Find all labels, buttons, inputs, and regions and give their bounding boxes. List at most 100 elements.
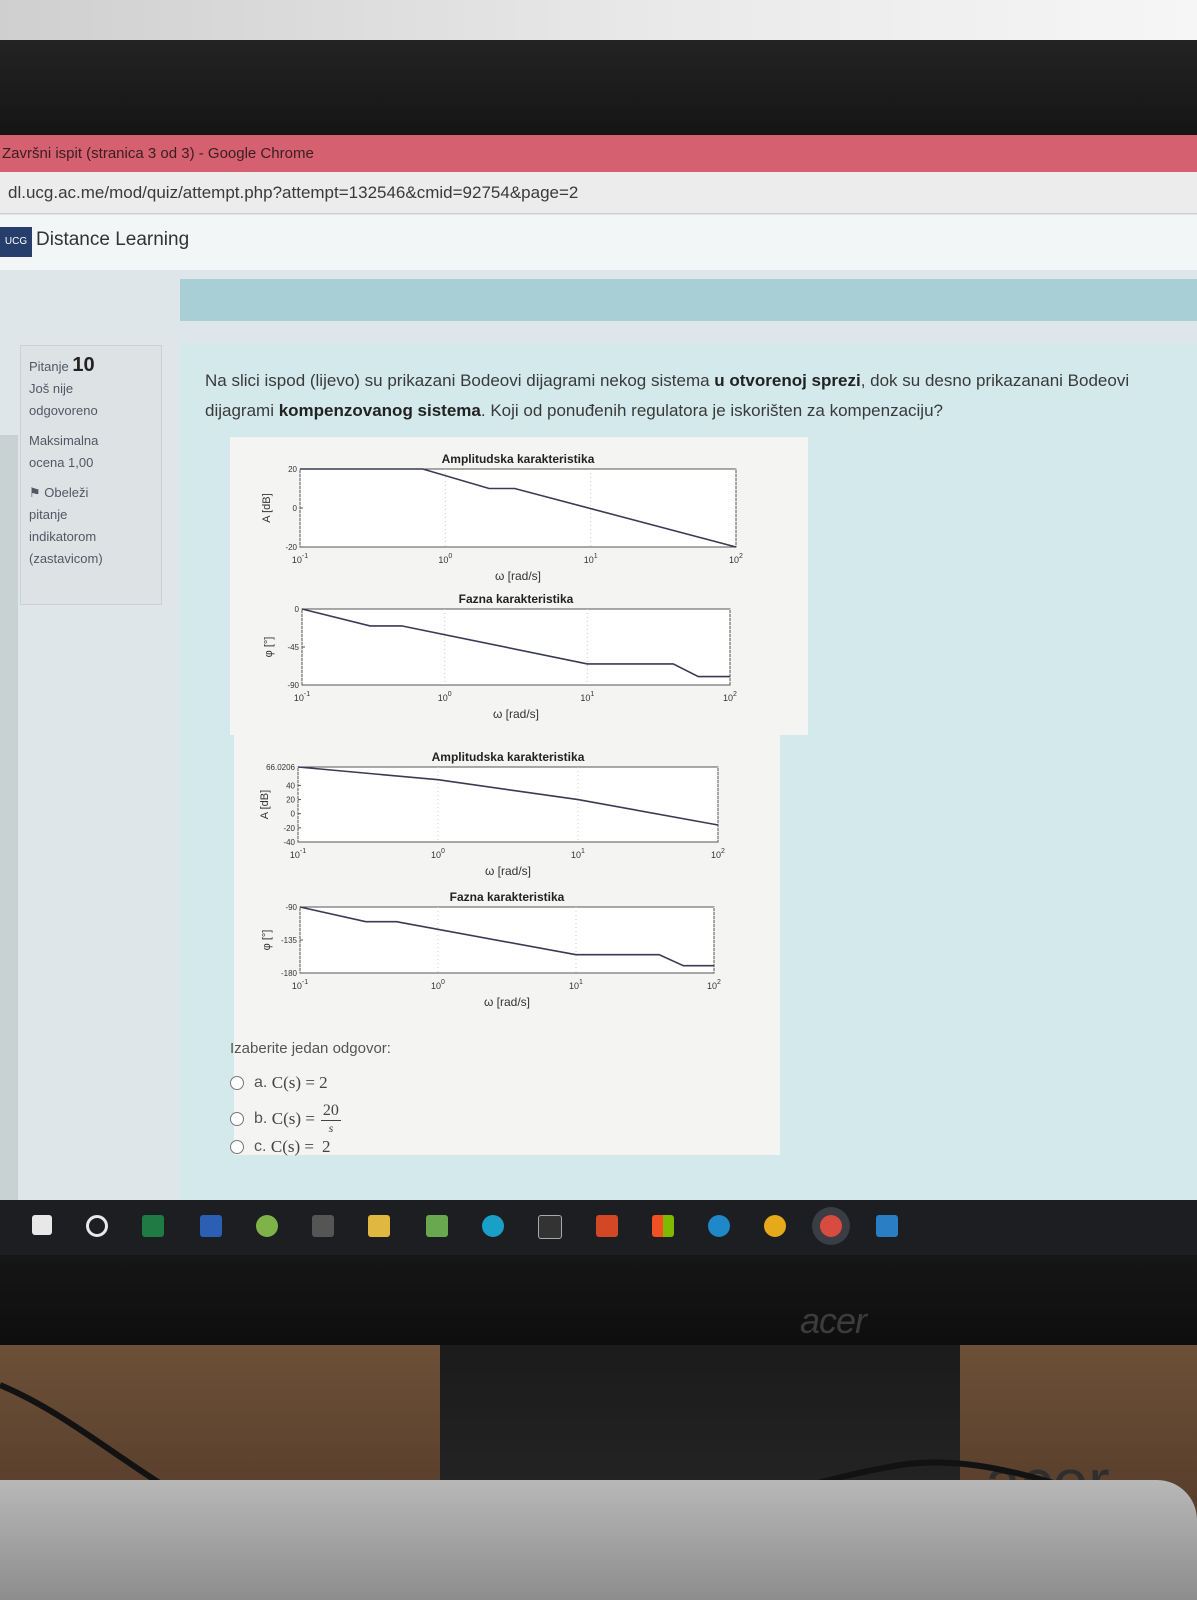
windows-start-icon[interactable] bbox=[32, 1215, 52, 1235]
powerpoint-icon[interactable] bbox=[596, 1215, 618, 1237]
excel-icon[interactable] bbox=[142, 1215, 164, 1237]
question-label: Pitanje bbox=[29, 359, 69, 374]
terminal-icon[interactable] bbox=[538, 1215, 562, 1239]
question-number: 10 bbox=[72, 354, 95, 376]
header-banner bbox=[180, 279, 1197, 321]
y-tick-label: -40 bbox=[283, 838, 295, 847]
plot-area-2 bbox=[301, 608, 731, 686]
x-tick-label: 10-1 bbox=[294, 691, 310, 703]
chrome-active-icon[interactable] bbox=[820, 1215, 842, 1237]
question-text: Na slici ispod (lijevo) su prikazani Bod… bbox=[205, 366, 1185, 426]
x-tick-label: 102 bbox=[729, 553, 743, 565]
answer-b-fraction: 20 s bbox=[320, 1102, 341, 1136]
answer-b-letter: b. bbox=[254, 1110, 268, 1127]
file-explorer-icon[interactable] bbox=[368, 1215, 390, 1237]
y-tick-label: 0 bbox=[295, 605, 300, 614]
grade-line-1: Maksimalna bbox=[29, 433, 99, 448]
question-text-part-2: , dok su desno prikazanani Bodeovi dijag… bbox=[205, 371, 1130, 420]
x-tick-label: 100 bbox=[438, 553, 452, 565]
app-icon-green[interactable] bbox=[256, 1215, 278, 1237]
app-icon-notepad[interactable] bbox=[426, 1215, 448, 1237]
flag-question-link[interactable]: ⚑ Obeleži bbox=[29, 485, 89, 500]
search-icon[interactable] bbox=[86, 1215, 108, 1237]
answer-c-radio[interactable] bbox=[230, 1140, 244, 1154]
y-tick-label: 40 bbox=[286, 781, 295, 790]
compensated-bode-image: Amplitudska karakteristika 10-1 100 101 102 -… bbox=[234, 735, 780, 1155]
windows-taskbar bbox=[0, 1200, 1197, 1255]
answer-prompt: Izaberite jedan odgovor: bbox=[230, 1040, 391, 1057]
answer-a-letter: a. bbox=[254, 1074, 268, 1091]
x-axis-label-4: ω [rad/s] bbox=[484, 995, 530, 1009]
y-tick-label: 0 bbox=[291, 810, 296, 819]
open-loop-bode-image: Amplitudska karakteristika 10-1 100 101 102 -… bbox=[230, 437, 808, 735]
x-tick-label: 10-1 bbox=[290, 848, 306, 860]
y-axis-label-3: A [dB] bbox=[259, 790, 271, 819]
y-tick-label: 20 bbox=[286, 796, 295, 805]
flag-icon: ⚑ bbox=[29, 485, 41, 500]
answer-option-c[interactable]: c. C(s) = 2 bbox=[230, 1137, 730, 1157]
question-text-part-1: Na slici ispod (lijevo) su prikazani Bod… bbox=[205, 371, 715, 390]
flag-line-4: (zastavicom) bbox=[29, 551, 103, 566]
y-axis-label-2: φ [°] bbox=[263, 637, 275, 658]
x-tick-label: 101 bbox=[584, 553, 598, 565]
x-tick-label: 101 bbox=[571, 848, 585, 860]
grade-line-2: ocena 1,00 bbox=[29, 455, 94, 470]
chart-title-4: Fazna karakteristika bbox=[450, 890, 565, 904]
x-tick-label: 102 bbox=[711, 848, 725, 860]
address-bar[interactable]: dl.ucg.ac.me/mod/quiz/attempt.php?attemp… bbox=[0, 172, 1197, 214]
answer-b-numerator: 20 bbox=[320, 1102, 341, 1121]
open-loop-bode-plots: Amplitudska karakteristika 10-1 100 101 102 -… bbox=[261, 452, 743, 721]
site-name[interactable]: Distance Learning bbox=[36, 229, 190, 250]
arduino-icon[interactable] bbox=[482, 1215, 504, 1237]
question-text-bold-2: kompenzovanog sistema bbox=[278, 401, 481, 420]
monitor-brand-logo: acer bbox=[800, 1300, 867, 1341]
app-icon-gray[interactable] bbox=[312, 1215, 334, 1237]
word-icon[interactable] bbox=[200, 1215, 222, 1237]
answer-a-radio[interactable] bbox=[230, 1076, 244, 1090]
question-text-part-3: . Koji od ponuđenih regulatora je iskori… bbox=[480, 401, 943, 420]
y-axis-label-1: A [dB] bbox=[261, 493, 273, 522]
photos-icon[interactable] bbox=[876, 1215, 898, 1237]
plot-area-4 bbox=[299, 906, 715, 974]
keyboard bbox=[0, 1480, 1197, 1600]
site-logo[interactable]: UCG bbox=[0, 227, 32, 257]
x-tick-label: 101 bbox=[569, 979, 583, 991]
window-title: Završni ispit (stranica 3 od 3) - Google… bbox=[0, 135, 1197, 172]
y-tick-label: -20 bbox=[283, 824, 295, 833]
chart-title-1: Amplitudska karakteristika bbox=[442, 452, 595, 466]
answer-b-denominator: s bbox=[328, 1121, 334, 1135]
y-tick-label: -45 bbox=[287, 643, 299, 652]
y-tick-label: -135 bbox=[281, 936, 298, 945]
answer-b-formula: C(s) = bbox=[271, 1109, 315, 1128]
chrome-icon[interactable] bbox=[764, 1215, 786, 1237]
x-tick-label: 100 bbox=[438, 691, 452, 703]
y-axis-label-4: φ [°] bbox=[261, 930, 273, 951]
x-tick-label: 100 bbox=[431, 979, 445, 991]
question-text-bold-1: u otvorenoj sprezi bbox=[714, 371, 861, 390]
status-line-1: Još nije bbox=[29, 381, 74, 396]
x-axis-label-3: ω [rad/s] bbox=[485, 864, 531, 878]
answer-option-a[interactable]: a. C(s) = 2 bbox=[230, 1065, 730, 1101]
status-line-2: odgovoreno bbox=[29, 403, 98, 418]
series-line-2 bbox=[301, 608, 730, 678]
answer-option-b[interactable]: b. C(s) = 20 s bbox=[230, 1101, 730, 1137]
x-tick-label: 100 bbox=[431, 848, 445, 860]
x-tick-label: 101 bbox=[580, 691, 594, 703]
site-header: UCG Distance Learning bbox=[0, 215, 1197, 270]
plot-area-1 bbox=[299, 468, 737, 548]
microsoft-store-icon[interactable] bbox=[652, 1215, 674, 1237]
background-wall bbox=[0, 0, 1197, 40]
edge-icon[interactable] bbox=[708, 1215, 730, 1237]
series-line-4 bbox=[299, 906, 714, 967]
answer-a-formula: C(s) = 2 bbox=[271, 1073, 328, 1092]
chart-title-3: Amplitudska karakteristika bbox=[432, 750, 585, 764]
y-tick-label: -90 bbox=[287, 681, 299, 690]
question-info-box: Pitanje 10 Još nije odgovoreno Maksimaln… bbox=[20, 345, 162, 605]
x-axis-label-1: ω [rad/s] bbox=[495, 569, 541, 583]
x-axis-label-2: ω [rad/s] bbox=[493, 707, 539, 721]
chart-title-2: Fazna karakteristika bbox=[459, 592, 574, 606]
x-tick-label: 102 bbox=[707, 979, 721, 991]
y-tick-label: -90 bbox=[285, 903, 297, 912]
y-tick-label: 0 bbox=[293, 504, 298, 513]
answer-b-radio[interactable] bbox=[230, 1112, 244, 1126]
